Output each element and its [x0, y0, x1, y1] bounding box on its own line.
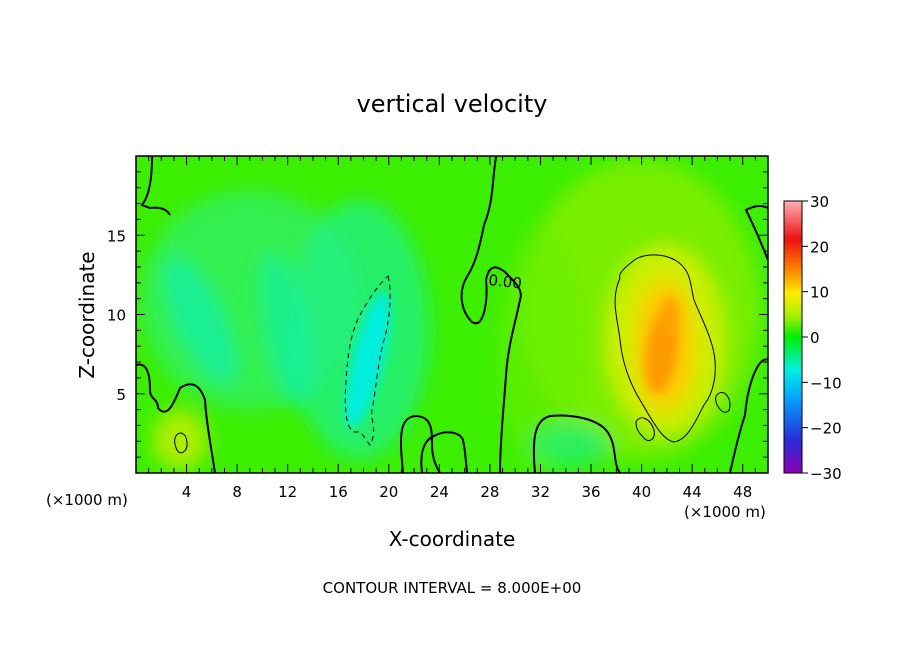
colorbar-tick-label: −30 — [810, 465, 842, 483]
x-tick-label: 20 — [379, 483, 398, 501]
zero-contour-right-lower — [729, 358, 768, 473]
x-tick-label: 24 — [430, 483, 449, 501]
x-axis-label: X-coordinate — [389, 527, 516, 551]
x-tick-label: 44 — [683, 483, 702, 501]
field-core-downdraft — [345, 291, 391, 429]
contour-value-label: 0.00 — [488, 271, 523, 292]
zero-contour-top-left — [140, 156, 171, 216]
x-unit-right: (×1000 m) — [684, 503, 766, 521]
zero-contour-right-upper — [744, 204, 768, 261]
y-axis-label: Z-coordinate — [75, 251, 99, 378]
x-tick-label: 12 — [278, 483, 297, 501]
x-axis: 4 8 12 16 20 24 28 32 36 40 44 48 — [135, 156, 769, 501]
y-tick-label: 5 — [116, 386, 126, 404]
contour-positive-outer — [614, 254, 716, 443]
zero-contour-bottom-b — [420, 431, 468, 473]
x-tick-label: 48 — [733, 483, 752, 501]
colorbar-tick-label: 10 — [810, 284, 829, 302]
contour-negative-downdraft — [344, 275, 391, 446]
heatmap-field — [136, 156, 768, 473]
x-tick-label: 16 — [329, 483, 348, 501]
zero-contour-bottom-a — [400, 414, 441, 473]
contour-positive-inner-a — [635, 417, 655, 441]
field-band-2 — [259, 251, 311, 409]
x-tick-label: 8 — [232, 483, 242, 501]
field-spot-lower-left — [152, 410, 208, 470]
zero-contour-bottom-c — [532, 414, 621, 473]
contour-positive-lower-left — [174, 432, 188, 454]
x-tick-label: 28 — [480, 483, 499, 501]
colorbar-tick-label: 20 — [810, 238, 829, 256]
y-tick-label: 10 — [107, 307, 126, 325]
x-tick-label: 40 — [632, 483, 651, 501]
colorbar-tick-label: 30 — [810, 193, 829, 211]
colorbar-tick-label: −20 — [810, 420, 842, 438]
x-tick-label: 4 — [182, 483, 192, 501]
y-axis: 5 10 15 — [107, 155, 768, 474]
field-spot-bottom-cool — [530, 423, 610, 467]
colorbar-tick-label: −10 — [810, 374, 842, 392]
x-unit-left: (×1000 m) — [46, 491, 128, 509]
colorbar-tick-label: 0 — [810, 329, 820, 347]
contour-positive-inner-b — [715, 392, 731, 413]
zero-contour-left-lower — [136, 363, 216, 473]
contour-interval-note: CONTOUR INTERVAL = 8.000E+00 — [323, 579, 582, 597]
colorbar-ticks: 30 20 10 0 −10 −20 −30 — [802, 193, 842, 483]
zero-contour-center — [460, 156, 522, 473]
field-band-1 — [162, 255, 238, 385]
field-region-mid-cool — [290, 200, 430, 460]
x-tick-label: 32 — [531, 483, 550, 501]
y-tick-label: 15 — [107, 227, 126, 245]
field-core-updraft-2 — [660, 296, 680, 340]
colorbar — [783, 200, 803, 474]
x-tick-label: 36 — [581, 483, 600, 501]
chart-title: vertical velocity — [357, 90, 548, 118]
contour-lines — [136, 156, 768, 473]
